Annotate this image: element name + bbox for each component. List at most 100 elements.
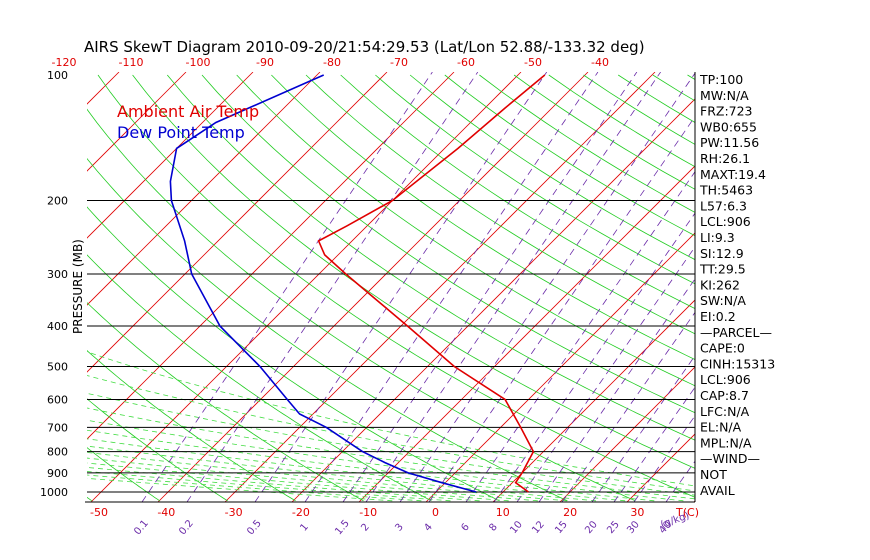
dry-adiabat-line (132, 74, 695, 469)
dry-adiabat-line (87, 254, 432, 502)
pressure-tick-label: 300 (47, 268, 68, 281)
mixing-ratio-label: 10 (508, 519, 525, 536)
moist-adiabat-line (87, 452, 567, 502)
legend-dew-point-temp: Dew Point Temp (117, 123, 245, 142)
dry-adiabat-line (87, 350, 296, 502)
dry-adiabat-line (87, 206, 500, 502)
index-entry: CAP:8.7 (700, 388, 749, 403)
moist-adiabat-line (87, 462, 509, 502)
mixing-ratio-label: 12 (530, 519, 547, 536)
index-entry: RH:26.1 (700, 151, 750, 166)
index-entry: WB0:655 (700, 119, 757, 134)
dry-adiabat-line (97, 74, 695, 498)
moist-adiabat-line (87, 429, 655, 502)
mixing-ratio-label: 15 (553, 519, 570, 536)
dry-adiabat-line (826, 75, 870, 501)
mixing-ratio-label: 20 (583, 519, 600, 536)
mixing-ratio-label: 3 (393, 522, 406, 534)
mixing-ratio-line (141, 72, 433, 502)
bottom-temp-tick-label: 30 (630, 506, 644, 519)
dry-adiabat-line (305, 74, 695, 335)
dry-adiabat-line (340, 74, 695, 310)
mixing-ratio-line (516, 246, 695, 502)
isotherm-line (90, 72, 522, 502)
dry-adiabat-line (792, 75, 870, 501)
dry-adiabat-line (479, 74, 695, 213)
isotherm-line (87, 72, 254, 239)
isotherm-line (157, 72, 589, 502)
dry-adiabat-line (271, 74, 695, 360)
mixing-ratio-label: 1.5 (333, 518, 352, 537)
stability-indices-panel: TP:100MW:N/AFRZ:723WB0:655PW:11.56RH:26.… (699, 72, 775, 498)
bottom-axis-unit: T(C) (675, 506, 699, 519)
index-entry: LFC:N/A (700, 404, 750, 419)
dry-adiabat-line (0, 75, 24, 501)
chart-title: AIRS SkewT Diagram 2010-09-20/21:54:29.5… (84, 38, 645, 56)
isotherm-line (87, 72, 455, 440)
isotherm-line (224, 72, 656, 502)
mixing-ratio-line (665, 460, 695, 502)
dry-adiabat-line (87, 398, 228, 502)
bottom-temp-tick-label: -50 (90, 506, 108, 519)
mixing-ratio-label: 6 (459, 522, 472, 534)
moist-adiabat-line (87, 457, 538, 502)
index-entry: SW:N/A (700, 293, 746, 308)
pressure-tick-label: 800 (47, 446, 68, 459)
bottom-temp-tick-label: -30 (225, 506, 243, 519)
y-axis-label: PRESSURE (MB) (71, 239, 85, 334)
mixing-ratio-line (304, 72, 599, 502)
dry-adiabat-line (236, 74, 695, 387)
mixing-ratio-label: 8 (487, 522, 500, 534)
dry-adiabat-line (757, 75, 870, 501)
pressure-tick-label: 1000 (40, 486, 68, 499)
mixing-ratio-line (428, 115, 695, 502)
mixing-ratio-line (613, 386, 695, 502)
index-entry: LCL:906 (700, 214, 751, 229)
isotherm-line (425, 232, 695, 502)
index-entry: CAPE:0 (700, 341, 745, 356)
top-temp-tick-label: -60 (457, 56, 475, 69)
mixing-ratio-line (186, 72, 479, 502)
index-entry: FRZ:723 (700, 104, 753, 119)
dry-adiabat-line (87, 447, 160, 502)
index-entry: NOT (700, 467, 727, 482)
index-entry: TP:100 (699, 72, 743, 87)
index-entry: LI:9.3 (700, 230, 735, 245)
isotherm-line (87, 72, 388, 373)
legend-ambient-air-temp: Ambient Air Temp (117, 102, 259, 121)
pressure-tick-label: 900 (47, 467, 68, 480)
mixing-ratio-label: 30 (625, 519, 642, 536)
dry-adiabat-line (87, 108, 636, 502)
index-entry: —PARCEL— (700, 325, 772, 340)
mixing-ratio-line (493, 212, 695, 502)
index-entry: AVAIL (700, 483, 735, 498)
isotherm-line (87, 72, 321, 306)
mixing-ratio-label: 1 (298, 522, 311, 534)
mixing-ratio-line (561, 311, 695, 502)
top-temp-tick-label: -120 (52, 56, 77, 69)
grid-layer (0, 72, 870, 502)
bottom-temp-tick-label: 20 (563, 506, 577, 519)
mixing-ratio-label: 4 (422, 522, 435, 534)
mixing-ratio-line (342, 72, 638, 502)
series-layer (169, 74, 546, 493)
bottom-temp-tick-label: -10 (359, 506, 377, 519)
index-entry: PW:11.56 (700, 135, 759, 150)
legend: Ambient Air Temp Dew Point Temp (117, 102, 259, 142)
isotherm-line (0, 72, 52, 502)
mixing-ratio-line (591, 355, 695, 502)
top-temp-tick-label: -70 (390, 56, 408, 69)
dry-adiabat-line (87, 157, 568, 502)
mixing-ratio-line (399, 72, 695, 502)
dry-adiabat-line (87, 302, 364, 502)
mixing-ratio-line (633, 415, 695, 502)
top-temp-tick-label: -50 (524, 56, 542, 69)
bottom-temp-tick-label: -40 (157, 506, 175, 519)
dry-adiabat-line (375, 74, 695, 285)
moist-adiabat-line (87, 477, 393, 502)
index-entry: L57:6.3 (700, 198, 747, 213)
index-entry: EI:0.2 (700, 309, 736, 324)
moist-adiabat-line (87, 392, 695, 496)
index-entry: MPL:N/A (700, 435, 752, 450)
